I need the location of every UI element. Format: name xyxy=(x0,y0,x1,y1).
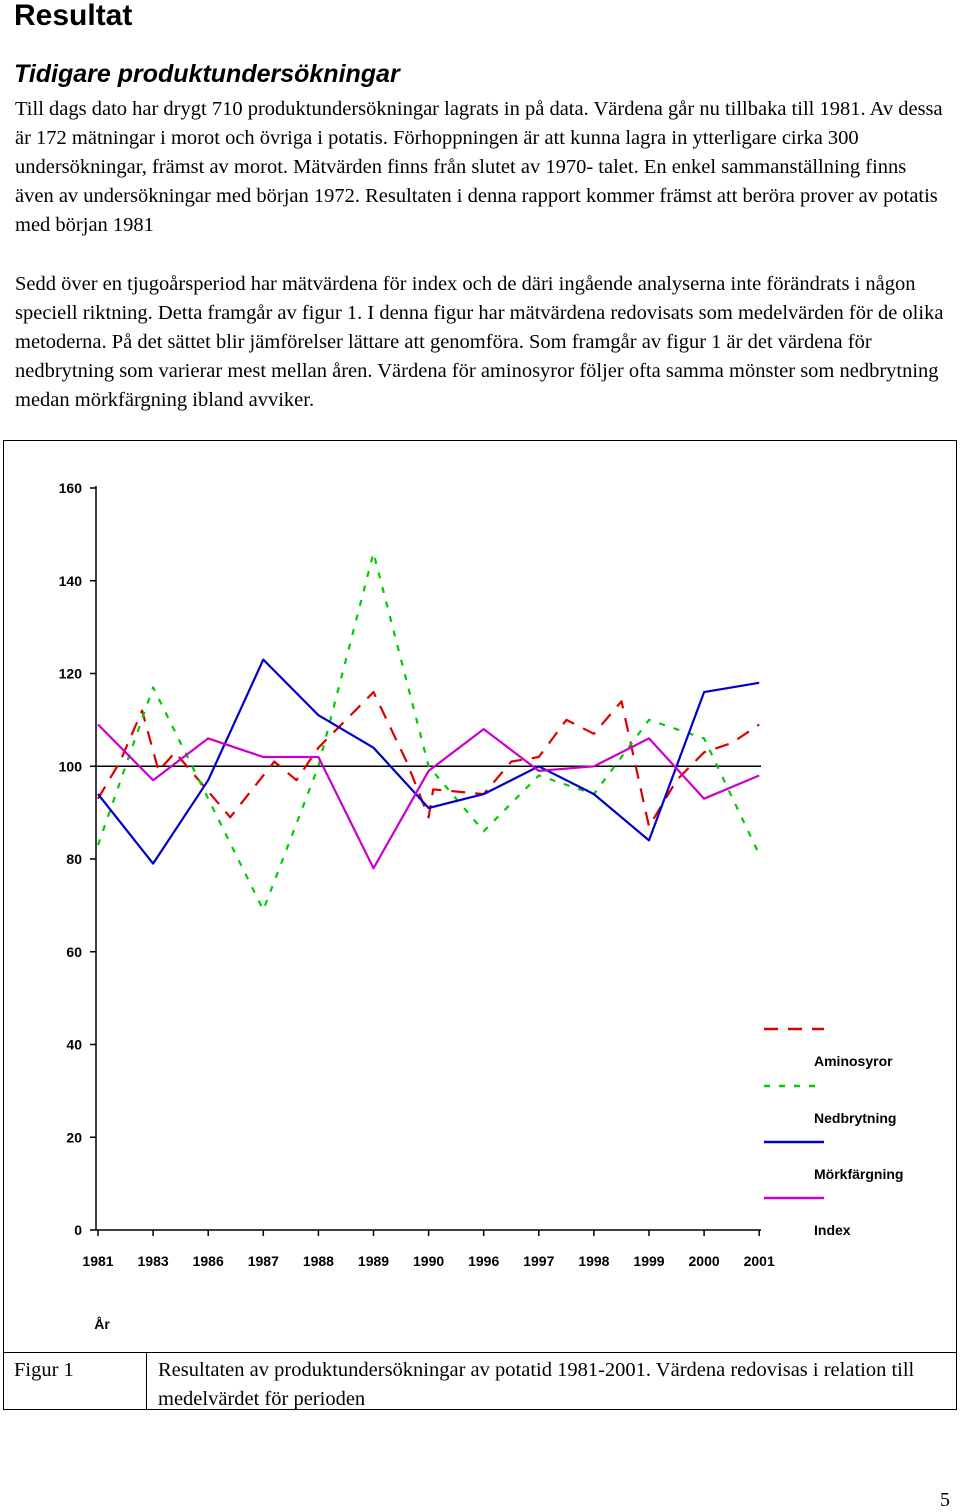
results-paragraph: Sedd över en tjugoårsperiod har mätvärde… xyxy=(15,273,944,411)
x-tick-label: 1999 xyxy=(633,1253,664,1269)
x-tick-label: 2001 xyxy=(744,1253,775,1269)
x-tick-label: 1987 xyxy=(248,1253,279,1269)
figure-chart-frame: 0 20 40 60 80 100 120 140 160 1981 1983 1986 1987 198… xyxy=(3,440,957,1353)
series-line-aminosyror xyxy=(97,691,760,828)
legend-label-mörkfärgning: Mörkfärgning xyxy=(814,1166,903,1182)
x-tick-label: 1986 xyxy=(193,1253,224,1269)
x-tick-label: 1996 xyxy=(468,1253,499,1269)
series-line-mörkfärgning xyxy=(97,658,760,865)
x-tick-label: 1997 xyxy=(523,1253,554,1269)
series-line-index xyxy=(97,723,760,870)
x-tick-label: 1981 xyxy=(82,1253,113,1269)
y-tick-label: 80 xyxy=(66,851,82,867)
x-tick-label: 1988 xyxy=(303,1253,334,1269)
line-chart: 0 20 40 60 80 100 120 140 160 1981 1983 1986 1987 198… xyxy=(59,480,904,1332)
x-tick-label: 1990 xyxy=(413,1253,444,1269)
figure-caption: Resultaten av produktundersökningar av p… xyxy=(158,1359,915,1410)
y-tick-label: 120 xyxy=(59,666,83,682)
y-tick-label: 40 xyxy=(66,1037,82,1053)
series-line-nedbrytning xyxy=(96,551,761,912)
caption-divider xyxy=(146,1353,147,1409)
x-axis-title: År xyxy=(94,1316,110,1332)
x-tick-label: 2000 xyxy=(689,1253,720,1269)
legend-label-index: Index xyxy=(814,1222,851,1238)
x-tick-label: 1989 xyxy=(358,1253,389,1269)
x-tick-label: 1998 xyxy=(578,1253,609,1269)
y-tick-label: 20 xyxy=(66,1129,82,1145)
x-tick-label: 1983 xyxy=(138,1253,169,1269)
y-tick-label: 140 xyxy=(59,573,83,589)
legend-label-nedbrytning: Nedbrytning xyxy=(814,1110,896,1126)
page-heading: Resultat xyxy=(14,0,133,32)
figure-caption-table: Figur 1 Resultaten av produktundersöknin… xyxy=(3,1352,957,1410)
y-tick-label: 60 xyxy=(66,944,82,960)
page-number: 5 xyxy=(940,1489,950,1511)
legend-label-aminosyror: Aminosyror xyxy=(814,1053,893,1069)
y-tick-label: 0 xyxy=(74,1222,82,1238)
section-heading: Tidigare produktundersökningar xyxy=(14,60,400,88)
y-tick-label: 160 xyxy=(59,480,83,496)
figure-label: Figur 1 xyxy=(14,1359,74,1381)
y-tick-label: 100 xyxy=(59,758,83,774)
intro-paragraph: Till dags dato har drygt 710 produktunde… xyxy=(15,98,943,236)
